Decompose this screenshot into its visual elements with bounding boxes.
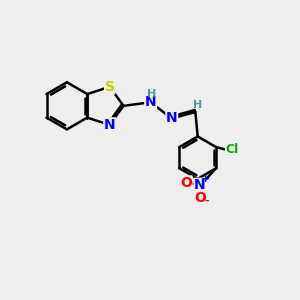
Text: N: N [104,118,116,132]
Text: +: + [200,174,210,184]
Text: N: N [145,95,156,109]
Text: N: N [194,178,206,192]
Text: H: H [193,100,202,110]
Text: Cl: Cl [226,143,239,157]
Text: S: S [105,80,115,94]
Text: O: O [194,191,206,205]
Text: -: - [204,196,209,206]
Text: N: N [166,112,178,125]
Text: H: H [147,89,156,99]
Text: O: O [180,176,192,190]
